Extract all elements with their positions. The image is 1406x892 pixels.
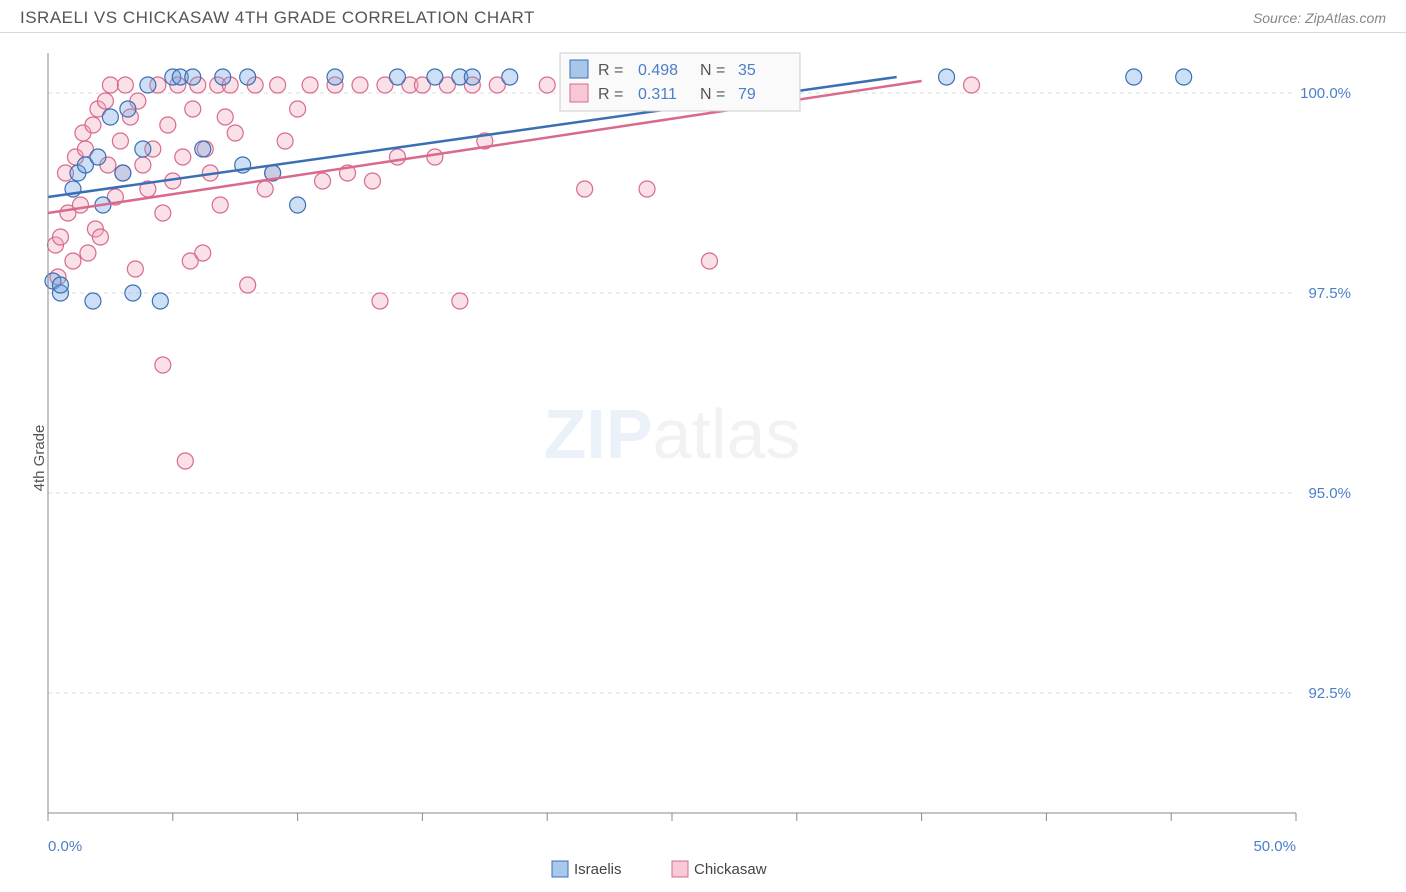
legend-r-label: R = <box>598 62 623 79</box>
series-legend: Israelis Chickasaw <box>552 861 767 878</box>
data-point <box>372 293 388 309</box>
data-point <box>364 173 380 189</box>
data-point <box>427 149 443 165</box>
data-point <box>270 77 286 93</box>
data-point <box>120 101 136 117</box>
data-point <box>227 125 243 141</box>
data-point <box>177 453 193 469</box>
data-point <box>97 93 113 109</box>
legend-n-value: 35 <box>738 62 756 79</box>
data-point <box>115 165 131 181</box>
x-min-label: 0.0% <box>48 838 82 855</box>
data-point <box>175 149 191 165</box>
data-point <box>92 229 108 245</box>
data-point <box>217 109 233 125</box>
y-tick-label: 97.5% <box>1308 285 1351 302</box>
data-point <box>127 261 143 277</box>
data-point <box>160 117 176 133</box>
legend-series-name: Israelis <box>574 861 622 878</box>
data-point <box>112 133 128 149</box>
data-point <box>939 69 955 85</box>
data-point <box>639 181 655 197</box>
data-point <box>1176 69 1192 85</box>
data-point <box>502 69 518 85</box>
data-point <box>102 77 118 93</box>
data-point <box>290 197 306 213</box>
data-point <box>80 245 96 261</box>
scatter-chart: 92.5% 95.0% 97.5% 100.0% ZIPatlas 0.0% 50.0% R … <box>0 33 1406 883</box>
legend-series-name: Chickasaw <box>694 861 767 878</box>
y-tick-label: 100.0% <box>1300 85 1351 102</box>
data-point <box>125 285 141 301</box>
data-point <box>140 77 156 93</box>
data-point <box>427 69 443 85</box>
chart-area: 4th Grade 92.5% 95.0% 97.5% 100.0% ZIPatlas 0… <box>0 33 1406 883</box>
legend-r-label: R = <box>598 86 623 103</box>
legend-swatch <box>672 861 688 877</box>
data-point <box>315 173 331 189</box>
data-point <box>257 181 273 197</box>
data-point <box>277 133 293 149</box>
chart-title: ISRAELI VS CHICKASAW 4TH GRADE CORRELATI… <box>20 8 535 28</box>
data-point <box>389 69 405 85</box>
legend-n-label: N = <box>700 62 725 79</box>
data-point <box>389 149 405 165</box>
data-point <box>185 101 201 117</box>
data-point <box>701 253 717 269</box>
data-point <box>464 69 480 85</box>
data-point <box>240 69 256 85</box>
watermark: ZIPatlas <box>544 395 801 473</box>
data-point <box>155 357 171 373</box>
data-point <box>212 197 228 213</box>
data-point <box>135 157 151 173</box>
data-point <box>302 77 318 93</box>
legend-n-value: 79 <box>738 86 756 103</box>
correlation-legend: R = 0.498 N = 35 R = 0.311 N = 79 <box>560 53 800 111</box>
data-point <box>1126 69 1142 85</box>
data-point <box>964 77 980 93</box>
data-point <box>290 101 306 117</box>
legend-r-value: 0.498 <box>638 62 678 79</box>
data-point <box>195 245 211 261</box>
data-point <box>452 293 468 309</box>
data-point <box>577 181 593 197</box>
data-point <box>102 109 118 125</box>
data-point <box>52 229 68 245</box>
data-point <box>539 77 555 93</box>
data-point <box>240 277 256 293</box>
data-point <box>90 149 106 165</box>
data-point <box>327 69 343 85</box>
legend-r-value: 0.311 <box>638 86 677 103</box>
data-point <box>155 205 171 221</box>
data-point <box>72 197 88 213</box>
data-point <box>65 253 81 269</box>
y-tick-label: 95.0% <box>1308 485 1351 502</box>
chart-source: Source: ZipAtlas.com <box>1253 10 1386 26</box>
data-point <box>85 293 101 309</box>
data-point <box>135 141 151 157</box>
data-point <box>85 117 101 133</box>
y-axis-label: 4th Grade <box>31 425 48 492</box>
legend-swatch <box>552 861 568 877</box>
data-point <box>52 277 68 293</box>
data-point <box>152 293 168 309</box>
data-point <box>352 77 368 93</box>
legend-swatch <box>570 84 588 102</box>
data-point <box>185 69 201 85</box>
y-tick-label: 92.5% <box>1308 685 1351 702</box>
data-point <box>195 141 211 157</box>
chart-header: ISRAELI VS CHICKASAW 4TH GRADE CORRELATI… <box>0 0 1406 33</box>
x-max-label: 50.0% <box>1253 838 1296 855</box>
data-point <box>117 77 133 93</box>
legend-box <box>560 53 800 111</box>
legend-n-label: N = <box>700 86 725 103</box>
legend-swatch <box>570 60 588 78</box>
data-point <box>215 69 231 85</box>
